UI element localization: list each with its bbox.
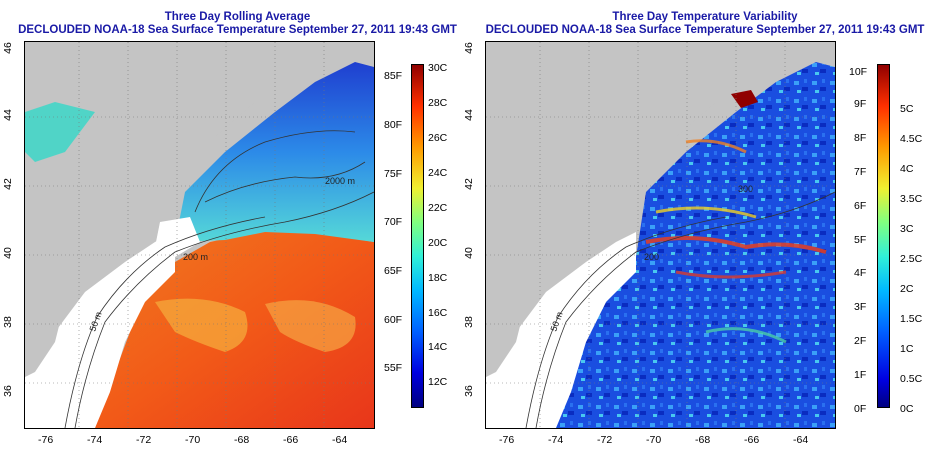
contour-label-200m: 200 m bbox=[183, 252, 208, 262]
cb-label-c: 18C bbox=[428, 272, 448, 284]
right-y-tick: 42 bbox=[462, 178, 475, 190]
right-x-tick: -74 bbox=[548, 434, 564, 446]
left-y-tick: 44 bbox=[1, 109, 14, 121]
contour-label-200: 200 bbox=[644, 252, 659, 262]
right-x-tick: -76 bbox=[499, 434, 515, 446]
cb-label-c: 26C bbox=[428, 132, 448, 144]
cb-label-c: 12C bbox=[428, 376, 448, 388]
cb-label-c: 0C bbox=[900, 403, 914, 415]
warm-plume-1 bbox=[155, 298, 248, 352]
left-x-tick: -68 bbox=[234, 434, 250, 446]
cb-label-f: 60F bbox=[384, 314, 403, 326]
cb-label-c: 5C bbox=[900, 103, 914, 115]
cb-label-f: 9F bbox=[854, 98, 867, 110]
right-x-tick: -66 bbox=[744, 434, 760, 446]
cb-label-f: 8F bbox=[854, 132, 867, 144]
left-y-tick: 42 bbox=[1, 178, 14, 190]
right-title-line2: DECLOUDED NOAA-18 Sea Surface Temperatur… bbox=[485, 24, 925, 36]
right-y-tick: 46 bbox=[462, 42, 475, 54]
cb-label-f: 10F bbox=[849, 66, 868, 78]
bathymetry-contours bbox=[64, 130, 374, 428]
cb-label-c: 3C bbox=[900, 223, 914, 235]
cb-label-c: 24C bbox=[428, 167, 448, 179]
cb-label-f: 7F bbox=[854, 166, 867, 178]
left-x-tick: -66 bbox=[283, 434, 299, 446]
left-y-tick: 36 bbox=[1, 385, 14, 397]
cb-label-c: 16C bbox=[428, 307, 448, 319]
cb-label-c: 3.5C bbox=[900, 193, 923, 205]
cb-label-f: 1F bbox=[854, 369, 867, 381]
right-y-tick: 38 bbox=[462, 316, 475, 328]
variability-field bbox=[546, 62, 835, 428]
left-x-tick: -70 bbox=[185, 434, 201, 446]
contour-label-2000m: 2000 m bbox=[325, 176, 355, 186]
right-y-tick: 44 bbox=[462, 109, 475, 121]
cb-label-f: 65F bbox=[384, 265, 403, 277]
cb-label-f: 75F bbox=[384, 168, 403, 180]
cb-label-f: 5F bbox=[854, 234, 867, 246]
cb-label-c: 4.5C bbox=[900, 133, 923, 145]
right-x-tick: -64 bbox=[793, 434, 809, 446]
left-sst-map: 200 m 2000 m 50 m bbox=[24, 41, 375, 429]
left-title-line2: DECLOUDED NOAA-18 Sea Surface Temperatur… bbox=[18, 24, 457, 36]
cb-label-c: 22C bbox=[428, 202, 448, 214]
right-panel: Three Day Temperature Variability DECLOU… bbox=[460, 0, 950, 475]
left-colorbar bbox=[411, 64, 424, 408]
left-x-tick: -74 bbox=[87, 434, 103, 446]
cb-label-c: 2C bbox=[900, 283, 914, 295]
cb-label-f: 6F bbox=[854, 200, 867, 212]
cb-label-f: 55F bbox=[384, 362, 403, 374]
right-y-tick: 40 bbox=[462, 247, 475, 259]
contour-label-300: 300 bbox=[738, 184, 753, 194]
left-y-tick: 38 bbox=[1, 316, 14, 328]
right-x-tick: -70 bbox=[646, 434, 662, 446]
cb-label-c: 1.5C bbox=[900, 313, 923, 325]
left-panel: Three Day Rolling Average DECLOUDED NOAA… bbox=[1, 11, 457, 446]
left-x-tick: -76 bbox=[38, 434, 54, 446]
cloud-mask bbox=[486, 232, 636, 428]
cb-label-f: 3F bbox=[854, 301, 867, 313]
left-x-tick: -64 bbox=[332, 434, 348, 446]
warm-plume-2 bbox=[265, 300, 356, 352]
cb-label-f: 85F bbox=[384, 70, 403, 82]
cb-label-c: 4C bbox=[900, 163, 914, 175]
right-colorbar bbox=[877, 64, 890, 408]
cloud-mask bbox=[25, 232, 175, 428]
cb-label-f: 4F bbox=[854, 267, 867, 279]
cb-label-c: 2.5C bbox=[900, 253, 923, 265]
right-map-graphic: 200 300 50 m bbox=[486, 42, 835, 428]
left-y-tick: 46 bbox=[1, 42, 14, 54]
right-x-tick: -72 bbox=[597, 434, 613, 446]
right-y-tick: 36 bbox=[462, 385, 475, 397]
cb-label-c: 1C bbox=[900, 343, 914, 355]
delmarva-land bbox=[25, 287, 65, 377]
left-x-tick: -72 bbox=[136, 434, 152, 446]
left-map-graphic: 200 m 2000 m 50 m bbox=[25, 42, 374, 428]
cb-label-f: 70F bbox=[384, 216, 403, 228]
cb-label-f: 2F bbox=[854, 335, 867, 347]
left-y-tick: 40 bbox=[1, 247, 14, 259]
new-england-land bbox=[486, 42, 816, 182]
cb-label-c: 14C bbox=[428, 341, 448, 353]
cb-label-f: 80F bbox=[384, 119, 403, 131]
cb-label-c: 20C bbox=[428, 237, 448, 249]
bathymetry-contours bbox=[525, 191, 835, 428]
right-title-line1: Three Day Temperature Variability bbox=[612, 11, 798, 23]
right-x-tick: -68 bbox=[695, 434, 711, 446]
delmarva-land bbox=[486, 287, 526, 377]
new-england-land bbox=[25, 42, 355, 182]
left-title-line1: Three Day Rolling Average bbox=[164, 11, 311, 23]
cb-label-c: 0.5C bbox=[900, 373, 923, 385]
cb-label-c: 30C bbox=[428, 62, 448, 74]
right-variability-map: 200 300 50 m bbox=[485, 41, 836, 429]
cb-label-f: 0F bbox=[854, 403, 867, 415]
cb-label-c: 28C bbox=[428, 97, 448, 109]
